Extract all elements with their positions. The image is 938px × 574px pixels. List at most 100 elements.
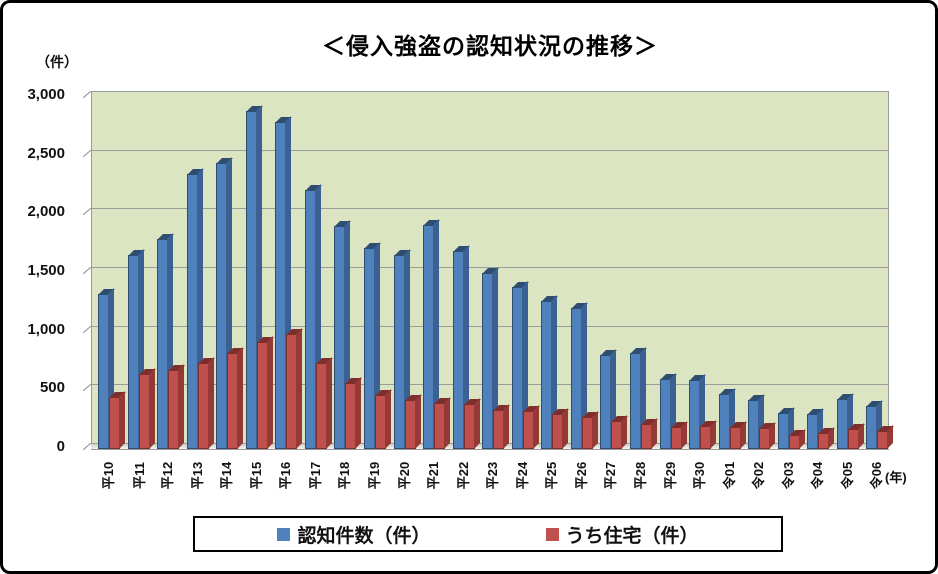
x-tick-label-text: 平13: [190, 461, 206, 489]
bar-うち住宅（件）-令03: [789, 435, 800, 449]
y-axis-tick: [82, 208, 92, 216]
gridline-2500: [91, 149, 889, 151]
x-tick-label-text: 平24: [515, 461, 531, 489]
bar-認知件数（件）-平20: [394, 255, 405, 449]
bar-うち住宅（件）-平17: [316, 363, 327, 449]
bar-うち住宅（件）-平11: [139, 374, 150, 449]
x-tick-label-平20: 平20: [394, 453, 414, 497]
bar-認知件数（件）-平13: [187, 174, 198, 449]
x-tick-label-平25: 平25: [541, 453, 561, 497]
bar-認知件数（件）-平23: [482, 273, 493, 449]
bar-認知件数（件）-令03: [778, 413, 789, 449]
x-tick-label-text: 令01: [722, 461, 738, 489]
bar-うち住宅（件）-令05: [848, 429, 859, 449]
x-tick-label-text: 平30: [692, 461, 708, 489]
x-tick-label-平28: 平28: [630, 453, 650, 497]
bar-認知件数（件）-平28: [630, 353, 641, 449]
x-tick-label-text: 平21: [426, 461, 442, 489]
x-tick-label-令04: 令04: [807, 453, 827, 497]
x-tick-label-平12: 平12: [157, 453, 177, 497]
y-tick-label-2,500: 2,500: [27, 144, 65, 162]
bar-認知件数（件）-平25: [541, 301, 552, 449]
bar-認知件数（件）-平17: [305, 190, 316, 449]
x-tick-label-text: 平11: [131, 461, 147, 489]
y-tick-label-0: 0: [56, 438, 65, 455]
x-tick-label-text: 平19: [367, 461, 383, 489]
bar-うち住宅（件）-平20: [405, 400, 416, 449]
y-tick-label-1,000: 1,000: [27, 320, 65, 338]
bar-認知件数（件）-平11: [128, 255, 139, 449]
y-axis-tick: [82, 90, 92, 99]
x-tick-label-平10: 平10: [98, 453, 118, 497]
x-tick-label-平16: 平16: [275, 453, 295, 497]
y-axis-unit-label: （件）: [36, 54, 78, 70]
x-tick-label-text: 令03: [781, 461, 797, 489]
bar-認知件数（件）-平12: [157, 239, 168, 449]
x-tick-label-text: 平18: [337, 461, 353, 489]
bar-うち住宅（件）-平15: [257, 342, 268, 449]
bar-認知件数（件）-平26: [571, 308, 582, 449]
x-tick-label-平27: 平27: [600, 453, 620, 497]
chart-title: ＜侵入強盗の認知状況の推移＞: [322, 33, 658, 59]
bar-認知件数（件）-平30: [689, 380, 700, 449]
x-tick-label-平19: 平19: [364, 453, 384, 497]
bar-うち住宅（件）-平22: [464, 404, 475, 449]
bar-認知件数（件）-平15: [246, 111, 257, 449]
bar-うち住宅（件）-平24: [523, 411, 534, 449]
x-tick-label-text: 平10: [101, 461, 117, 489]
bar-うち住宅（件）-令02: [759, 428, 770, 449]
x-tick-label-平14: 平14: [216, 453, 236, 497]
bar-うち住宅（件）-平12: [168, 370, 179, 449]
x-tick-label-text: 令05: [840, 461, 856, 489]
x-tick-label-text: 平27: [603, 461, 619, 489]
bar-認知件数（件）-平21: [423, 225, 434, 449]
legend-label-series1: 認知件数（件）: [297, 525, 431, 547]
bar-うち住宅（件）-平10: [109, 397, 120, 449]
bar-うち住宅（件）-平25: [552, 414, 563, 449]
bar-うち住宅（件）-令04: [818, 433, 829, 449]
bar-うち住宅（件）-平21: [434, 403, 445, 449]
x-tick-label-平21: 平21: [423, 453, 443, 497]
bar-認知件数（件）-令06: [866, 406, 877, 449]
bar-認知件数（件）-平22: [453, 251, 464, 449]
x-tick-label-平11: 平11: [128, 453, 148, 497]
x-tick-label-text: 平14: [219, 461, 235, 489]
gridline-2000: [91, 208, 889, 210]
x-tick-label-text: 令02: [751, 461, 767, 489]
y-axis-tick: [82, 325, 92, 333]
x-tick-label-text: 平16: [278, 461, 294, 489]
x-tick-label-平24: 平24: [512, 453, 532, 497]
legend-item-series2: うち住宅（件）: [545, 521, 699, 548]
y-axis-tick: [82, 442, 92, 451]
bar-認知件数（件）-平18: [334, 226, 345, 449]
x-tick-label-平15: 平15: [246, 453, 266, 497]
x-tick-label-平23: 平23: [482, 453, 502, 497]
x-tick-label-平17: 平17: [305, 453, 325, 497]
x-tick-label-平26: 平26: [571, 453, 591, 497]
bar-認知件数（件）-令02: [748, 400, 759, 449]
x-axis-unit-label: (年): [885, 470, 907, 485]
legend-item-series1: 認知件数（件）: [277, 521, 431, 548]
bar-うち住宅（件）-平26: [582, 417, 593, 449]
bar-認知件数（件）-令01: [719, 394, 730, 449]
bar-うち住宅（件）-平19: [375, 395, 386, 449]
y-tick-label-1,500: 1,500: [27, 262, 65, 279]
x-tick-label-text: 平20: [397, 461, 413, 489]
x-tick-label-平22: 平22: [453, 453, 473, 497]
x-tick-label-text: 平26: [574, 461, 590, 489]
bar-認知件数（件）-令05: [837, 399, 848, 449]
bar-認知件数（件）-平14: [216, 163, 227, 449]
bar-うち住宅（件）-平16: [286, 334, 297, 449]
x-tick-label-text: 平17: [308, 461, 324, 489]
x-tick-label-text: 平25: [544, 461, 560, 489]
legend-swatch-series2: [545, 527, 559, 541]
bar-認知件数（件）-平16: [275, 122, 286, 449]
x-tick-label-text: 令04: [810, 461, 826, 489]
bar-うち住宅（件）-令06: [877, 431, 888, 449]
bar-うち住宅（件）-平28: [641, 424, 652, 449]
x-tick-label-令01: 令01: [719, 453, 739, 497]
bar-認知件数（件）-平19: [364, 248, 375, 449]
x-tick-label-text: 平23: [485, 461, 501, 489]
x-tick-label-平29: 平29: [660, 453, 680, 497]
